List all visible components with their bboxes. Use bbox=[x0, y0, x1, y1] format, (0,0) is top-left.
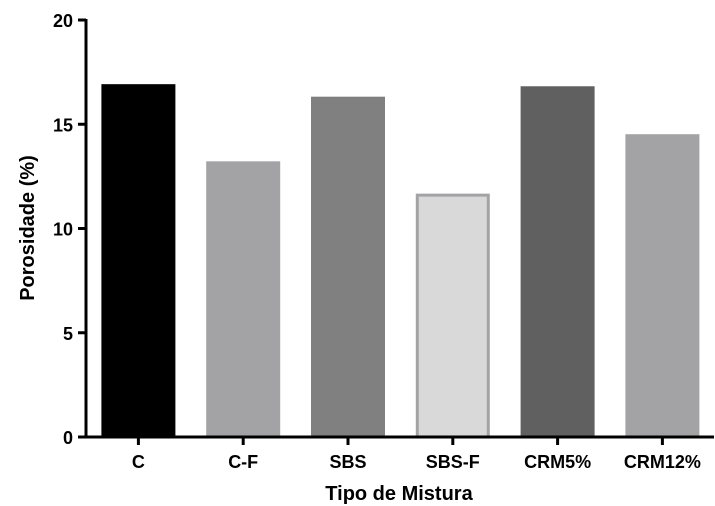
y-tick-label: 15 bbox=[53, 115, 73, 135]
x-category-label: C bbox=[132, 452, 145, 472]
bar-sbs-f bbox=[415, 193, 490, 439]
bar-sbs bbox=[311, 96, 385, 439]
y-tick-label: 0 bbox=[63, 428, 73, 448]
bar-c-f bbox=[206, 161, 281, 439]
y-tick-label: 20 bbox=[53, 11, 73, 31]
bars-group bbox=[101, 84, 700, 439]
x-category-label: CRM12% bbox=[624, 452, 701, 472]
x-labels-group: C C-F SBS SBS-F CRM5% CRM12% bbox=[132, 437, 701, 472]
x-category-label: SBS-F bbox=[426, 452, 480, 472]
x-category-label: SBS bbox=[329, 452, 366, 472]
y-tick-label: 10 bbox=[53, 220, 73, 240]
x-category-label: CRM5% bbox=[524, 452, 591, 472]
y-axis-title: Porosidade (%) bbox=[17, 155, 39, 301]
y-ticks-group: 0 5 10 15 20 bbox=[53, 11, 86, 448]
bar-c bbox=[101, 84, 176, 439]
y-tick-label: 5 bbox=[63, 324, 73, 344]
bar-crm12 bbox=[625, 134, 700, 439]
x-category-label: C-F bbox=[228, 452, 258, 472]
x-axis-title: Tipo de Mistura bbox=[325, 483, 473, 505]
bar-crm5 bbox=[520, 86, 595, 439]
